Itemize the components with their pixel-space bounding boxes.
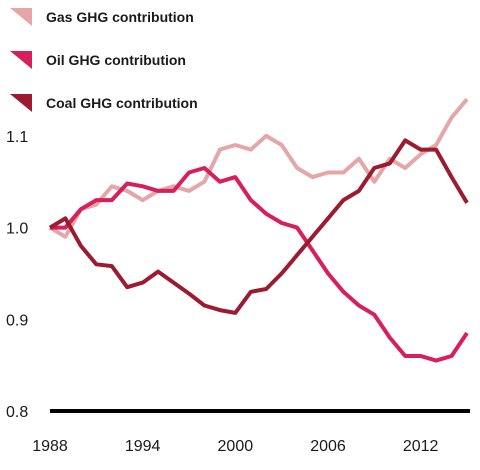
- x-axis-ticks: 1988 1994 2000 2006 2012: [32, 438, 438, 455]
- legend-label-gas: Gas GHG contribution: [46, 9, 194, 25]
- y-tick-label: 1.0: [6, 221, 28, 238]
- legend-item-coal: Coal GHG contribution: [8, 92, 198, 114]
- x-tick-label: 1988: [32, 438, 68, 455]
- series-line-gas: [48, 97, 469, 239]
- legend-label-coal: Coal GHG contribution: [46, 95, 198, 111]
- y-tick-label: 1.1: [6, 129, 28, 146]
- legend-item-oil: Oil GHG contribution: [8, 49, 198, 71]
- coal-legend-marker-icon: [10, 94, 32, 112]
- x-tick-label: 1994: [125, 438, 161, 455]
- gas-legend-marker-icon: [10, 8, 32, 26]
- series-line-oil: [50, 166, 469, 363]
- chart-legend: Gas GHG contribution Oil GHG contributio…: [8, 6, 198, 135]
- x-tick-label: 2012: [403, 438, 439, 455]
- y-tick-label: 0.8: [6, 404, 28, 421]
- y-tick-label: 0.9: [6, 312, 28, 329]
- series-line-coal: [48, 138, 469, 315]
- y-axis-ticks: 1.1 1.0 0.9 0.8: [6, 129, 28, 421]
- series-lines: [48, 97, 469, 363]
- oil-legend-marker-icon: [10, 51, 32, 69]
- legend-label-oil: Oil GHG contribution: [46, 52, 186, 68]
- legend-item-gas: Gas GHG contribution: [8, 6, 198, 28]
- x-tick-label: 2000: [218, 438, 254, 455]
- x-tick-label: 2006: [310, 438, 346, 455]
